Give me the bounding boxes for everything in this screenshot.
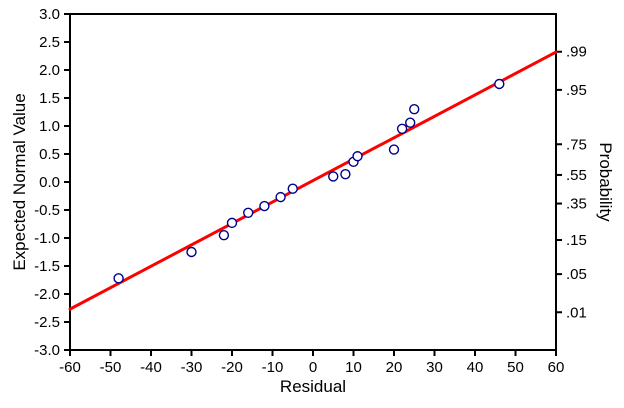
left-axis-tick-label: -2.5 [34, 314, 60, 331]
fit-line [68, 50, 558, 311]
x-axis-tick-label: 0 [309, 359, 317, 376]
left-axis-tick-label: 1.0 [39, 118, 60, 135]
right-axis-tick-label: .35 [566, 196, 587, 213]
data-point [409, 103, 420, 115]
x-axis-tick-label: 20 [386, 359, 403, 376]
data-point [226, 217, 238, 229]
x-axis-tick-label: -40 [140, 359, 162, 376]
right-axis-tick-label: .01 [566, 304, 587, 321]
left-axis-tick-label: 0.0 [39, 174, 60, 191]
x-axis-title: Residual [279, 377, 347, 396]
x-axis-tick-label: 50 [507, 359, 524, 376]
left-axis-tick-label: -0.5 [34, 202, 60, 219]
left-axis-tick-label: -3.0 [34, 342, 60, 359]
x-axis-tick-label: 60 [548, 359, 565, 376]
left-axis-title: Expected Normal Value [10, 93, 29, 271]
left-axis-tick-label: 0.5 [39, 146, 60, 163]
data-point [340, 168, 351, 180]
right-axis-tick-label: .95 [566, 82, 587, 99]
data-point [287, 183, 298, 194]
right-axis-title: Probability [596, 142, 615, 222]
x-axis-tick-label: -30 [181, 359, 203, 376]
left-axis-tick-label: -1.0 [34, 230, 60, 247]
data-point [113, 273, 124, 284]
data-point [494, 78, 505, 90]
x-axis-tick-label: -20 [221, 359, 243, 376]
data-point [186, 246, 197, 258]
x-axis-tick-label: -10 [262, 359, 284, 376]
left-axis-tick-label: -1.5 [34, 258, 60, 275]
data-point [275, 191, 286, 203]
left-axis-tick-label: 2.0 [39, 62, 60, 79]
x-axis-tick-label: -50 [100, 359, 122, 376]
data-point [328, 171, 339, 182]
data-point [259, 200, 270, 212]
data-point [242, 207, 254, 219]
x-axis-tick-label: 10 [345, 359, 362, 376]
data-point [352, 151, 363, 162]
left-axis-tick-label: 1.5 [39, 90, 60, 107]
left-axis-tick-label: 3.0 [39, 6, 60, 23]
x-axis-tick-label: -60 [59, 359, 81, 376]
right-axis-tick-label: .55 [566, 167, 587, 184]
data-point [405, 117, 416, 128]
data-point [218, 229, 230, 241]
right-axis-tick-label: .99 [566, 44, 587, 61]
right-axis-tick-label: .05 [566, 266, 587, 283]
right-axis-tick-label: .15 [566, 232, 587, 249]
right-axis-tick-label: .75 [566, 136, 587, 153]
x-axis-tick-label: 40 [467, 359, 484, 376]
left-axis-tick-label: -2.0 [34, 286, 60, 303]
data-point [396, 123, 408, 135]
data-point [388, 144, 400, 155]
x-axis-tick-label: 30 [426, 359, 443, 376]
left-axis-tick-label: 2.5 [39, 34, 60, 51]
